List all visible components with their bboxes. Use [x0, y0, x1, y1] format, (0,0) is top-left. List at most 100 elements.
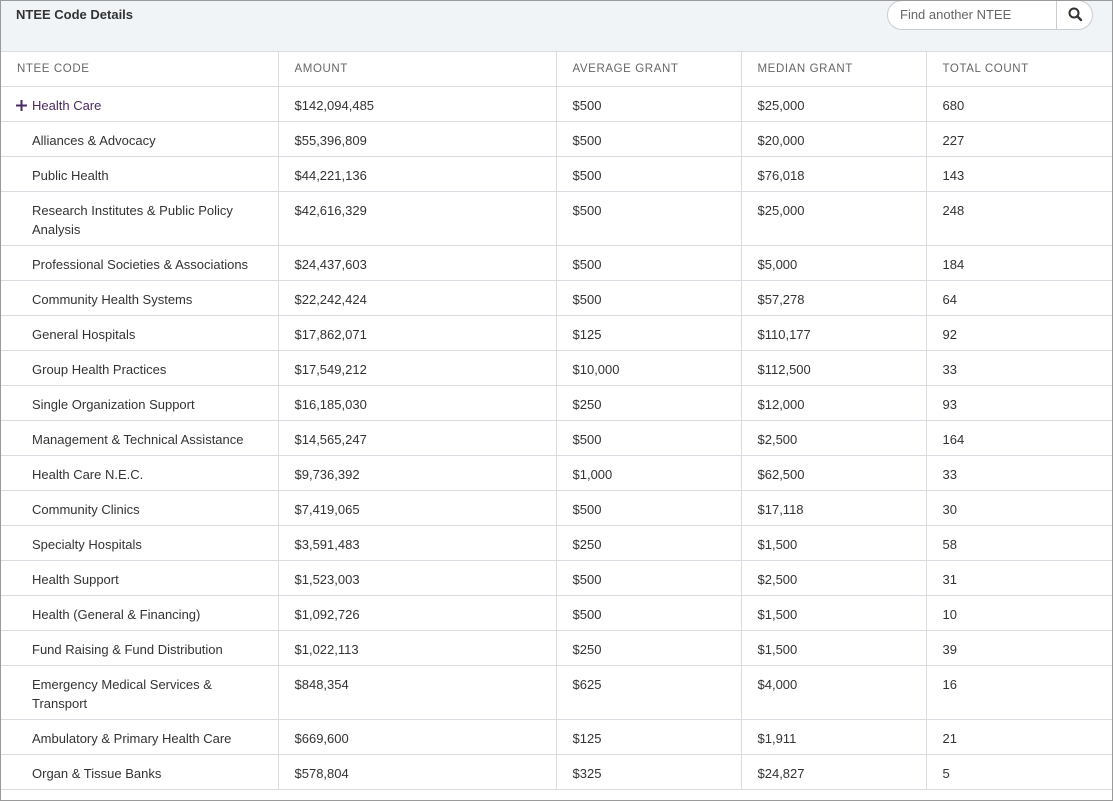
ntee-name: General Hospitals — [32, 327, 136, 342]
ntee-name: Health Care N.E.C. — [32, 467, 144, 482]
column-header[interactable]: AVERAGE GRANT — [556, 52, 742, 87]
cell-value: $250 — [556, 525, 742, 561]
cell-value: $1,523,003 — [278, 560, 557, 596]
ntee-name: Organ & Tissue Banks — [32, 766, 162, 781]
ntee-name-cell[interactable]: Health Care — [1, 86, 279, 122]
cell-value: $4,000 — [741, 665, 927, 720]
cell-value: $1,500 — [741, 525, 927, 561]
child-row: Fund Raising & Fund Distribution $1,022,1… — [1, 630, 1112, 666]
cell-value: $2,500 — [741, 560, 927, 596]
ntee-name: Community Health Systems — [32, 292, 193, 307]
child-row: Specialty Hospitals $3,591,483 $250 $1,500 5… — [1, 525, 1112, 561]
cell-value: $250 — [556, 385, 742, 421]
cell-value: $17,862,071 — [278, 315, 557, 351]
cell-value: $669,600 — [278, 719, 557, 755]
ntee-name-cell: Fund Raising & Fund Distribution — [1, 630, 279, 666]
cell-value: $110,177 — [741, 315, 927, 351]
cell-value: $42,616,329 — [278, 191, 557, 246]
cell-value: $14,565,247 — [278, 420, 557, 456]
ntee-name-cell: Single Organization Support — [1, 385, 279, 421]
cell-value: $578,804 — [278, 754, 557, 790]
ntee-name-cell: Organ & Tissue Banks — [1, 754, 279, 790]
cell-value: 5 — [926, 754, 1112, 790]
ntee-name: Public Health — [32, 168, 109, 183]
column-header[interactable]: NTEE CODE — [1, 52, 279, 87]
table-body: Health Care $142,094,485 $500 $25,000 680 All… — [1, 86, 1112, 790]
child-row: Public Health $44,221,136 $500 $76,018 143 — [1, 156, 1112, 192]
ntee-name-cell: Specialty Hospitals — [1, 525, 279, 561]
cell-value: 30 — [926, 490, 1112, 526]
ntee-name-cell: Health (General & Financing) — [1, 595, 279, 631]
ntee-name-cell: Health Support — [1, 560, 279, 596]
cell-value: 184 — [926, 245, 1112, 281]
panel-title: NTEE Code Details — [16, 7, 134, 22]
ntee-name-cell: Research Institutes & Public Policy Anal… — [1, 191, 279, 246]
ntee-name-cell: Ambulatory & Primary Health Care — [1, 719, 279, 755]
child-row: Professional Societies & Associations $24… — [1, 245, 1112, 281]
search-placeholder[interactable]: Find another NTEE — [900, 7, 1012, 22]
ntee-name-cell: Community Clinics — [1, 490, 279, 526]
child-row: Ambulatory & Primary Health Care $669,600… — [1, 719, 1112, 755]
cell-value: 10 — [926, 595, 1112, 631]
cell-value: 64 — [926, 280, 1112, 316]
cell-value: $500 — [556, 121, 742, 157]
child-row: Community Clinics $7,419,065 $500 $17,118 30 — [1, 490, 1112, 526]
ntee-name-cell: Health Care N.E.C. — [1, 455, 279, 491]
search-icon[interactable] — [1057, 1, 1093, 29]
ntee-name-cell: Community Health Systems — [1, 280, 279, 316]
cell-value: 248 — [926, 191, 1112, 246]
ntee-name[interactable]: Health Care — [32, 98, 102, 113]
child-row: Management & Technical Assistance $14,565… — [1, 420, 1112, 456]
cell-value: 21 — [926, 719, 1112, 755]
cell-value: 164 — [926, 420, 1112, 456]
cell-value: $9,736,392 — [278, 455, 557, 491]
cell-value: $17,549,212 — [278, 350, 557, 386]
cell-value: 93 — [926, 385, 1112, 421]
cell-value: $22,242,424 — [278, 280, 557, 316]
cell-value: $20,000 — [741, 121, 927, 157]
search-button[interactable] — [1056, 1, 1093, 29]
column-header[interactable]: MEDIAN GRANT — [741, 52, 927, 87]
panel-header: NTEE Code Details Find another NTEE — [1, 1, 1112, 52]
ntee-name: Specialty Hospitals — [32, 537, 142, 552]
header-row: NTEE CODE AMOUNT AVERAGE GRANT MEDIAN GRANT… — [1, 52, 1112, 87]
ntee-table: NTEE CODE AMOUNT AVERAGE GRANT MEDIAN GRANT… — [1, 52, 1112, 790]
cell-value: $25,000 — [741, 191, 927, 246]
parent-row[interactable]: Health Care $142,094,485 $500 $25,000 680 — [1, 86, 1112, 122]
cell-value: $25,000 — [741, 86, 927, 122]
ntee-name-cell: Public Health — [1, 156, 279, 192]
search-box[interactable]: Find another NTEE — [887, 1, 1093, 30]
cell-value: 31 — [926, 560, 1112, 596]
cell-value: $500 — [556, 156, 742, 192]
ntee-name: Emergency Medical Services & Transport — [32, 677, 212, 711]
cell-value: $250 — [556, 630, 742, 666]
cell-value: $500 — [556, 280, 742, 316]
cell-value: $500 — [556, 191, 742, 246]
ntee-name-cell: Professional Societies & Associations — [1, 245, 279, 281]
cell-value: $125 — [556, 315, 742, 351]
ntee-name-cell: General Hospitals — [1, 315, 279, 351]
column-header[interactable]: TOTAL COUNT — [926, 52, 1112, 87]
ntee-name: Health Support — [32, 572, 119, 587]
cell-value: 143 — [926, 156, 1112, 192]
cell-value: $2,500 — [741, 420, 927, 456]
cell-value: $55,396,809 — [278, 121, 557, 157]
cell-value: $500 — [556, 245, 742, 281]
ntee-name: Fund Raising & Fund Distribution — [32, 642, 223, 657]
ntee-name-cell: Group Health Practices — [1, 350, 279, 386]
cell-value: 16 — [926, 665, 1112, 720]
cell-value: $17,118 — [741, 490, 927, 526]
child-row: Research Institutes & Public Policy Anal… — [1, 191, 1112, 246]
ntee-name: Group Health Practices — [32, 362, 167, 377]
cell-value: $112,500 — [741, 350, 927, 386]
cell-value: $625 — [556, 665, 742, 720]
cell-value: $1,500 — [741, 630, 927, 666]
cell-value: $1,911 — [741, 719, 927, 755]
ntee-name-cell: Emergency Medical Services & Transport — [1, 665, 279, 720]
cell-value: 39 — [926, 630, 1112, 666]
column-header[interactable]: AMOUNT — [278, 52, 557, 87]
ntee-name: Alliances & Advocacy — [32, 133, 156, 148]
expand-icon[interactable] — [16, 100, 27, 111]
ntee-name: Management & Technical Assistance — [32, 432, 244, 447]
